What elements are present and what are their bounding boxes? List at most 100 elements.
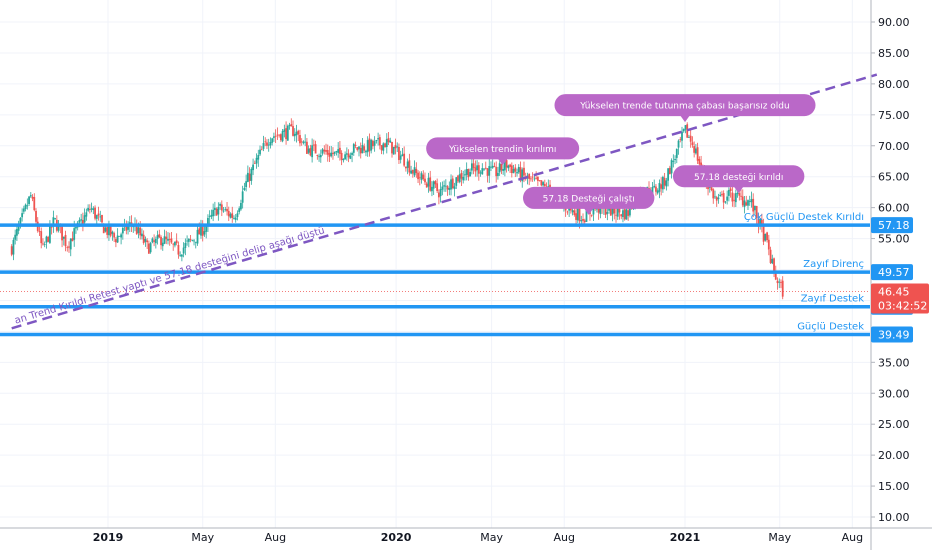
price-axis[interactable]: 90.00 85.00 80.00 75.00 70.00 65.00 60.00 55.00… xyxy=(870,0,910,550)
candle-body xyxy=(33,197,36,211)
candle-body xyxy=(682,129,685,132)
candle-body xyxy=(180,254,183,257)
candle-body xyxy=(361,145,364,154)
candle-body xyxy=(389,140,392,143)
candle-body xyxy=(257,155,260,160)
candle-body xyxy=(464,174,466,176)
candle-body xyxy=(299,135,301,144)
candle-body xyxy=(111,231,114,234)
candle-body xyxy=(398,146,400,161)
candle-body xyxy=(125,224,128,231)
candle-body xyxy=(307,148,310,153)
candle-body xyxy=(399,155,402,160)
candle-body xyxy=(382,143,385,151)
candle-body xyxy=(326,150,329,155)
candle-body xyxy=(745,202,748,206)
candle-body xyxy=(465,169,468,175)
support-level-label: Zayıf Direnç xyxy=(803,259,864,270)
candle-body xyxy=(109,226,112,236)
level-price-badge-text: 49.57 xyxy=(878,266,910,279)
candle-body xyxy=(781,280,784,297)
candle-body xyxy=(734,193,737,203)
candle-body xyxy=(665,180,668,187)
candle-body xyxy=(47,236,50,242)
candle-body xyxy=(450,179,452,190)
candle-body xyxy=(441,186,444,190)
time-axis[interactable]: 2019 May Aug 2020 May Aug 2021 May Aug xyxy=(0,527,932,544)
candle-body xyxy=(767,239,770,250)
candle-body xyxy=(227,210,230,217)
candle-body xyxy=(580,220,583,222)
candle-body xyxy=(373,141,376,146)
candle-body xyxy=(491,165,494,168)
price-tick-label: 80.00 xyxy=(878,78,910,91)
candle-body xyxy=(651,187,654,197)
candle-body xyxy=(212,209,215,217)
price-tick-label: 65.00 xyxy=(878,171,910,184)
candle-body xyxy=(460,172,463,179)
candle-body xyxy=(29,195,32,197)
candle-body xyxy=(717,197,720,200)
candle-body xyxy=(224,209,227,210)
candle-body xyxy=(45,236,48,243)
candle-body xyxy=(10,246,13,255)
candle-body xyxy=(293,133,296,137)
candle-body xyxy=(590,214,593,216)
time-label: May xyxy=(768,531,791,544)
candle-body xyxy=(356,147,359,150)
candle-body xyxy=(629,205,631,216)
candle-body xyxy=(187,238,190,242)
candle-body xyxy=(481,168,484,175)
candle-body xyxy=(411,170,414,174)
candle-body xyxy=(675,148,678,158)
candle-body xyxy=(507,165,510,169)
candle-body xyxy=(615,214,617,216)
candle-body xyxy=(622,210,624,218)
candle-body xyxy=(19,217,22,225)
candle-body xyxy=(418,177,421,179)
candle-body xyxy=(530,178,532,180)
candle-body xyxy=(714,196,716,198)
candle-body xyxy=(184,242,187,249)
candle-body xyxy=(689,135,692,142)
candle-body xyxy=(448,187,451,191)
candle-body xyxy=(444,185,447,187)
callout-bubble xyxy=(554,94,816,117)
candle-body xyxy=(106,227,109,235)
candle-body xyxy=(724,201,727,203)
candle-body xyxy=(163,236,166,244)
candle-body xyxy=(384,143,386,148)
candle-body xyxy=(686,124,689,138)
price-tick-label: 90.00 xyxy=(878,16,910,29)
candle-body xyxy=(135,225,138,235)
candle-body xyxy=(177,244,180,255)
candle-body xyxy=(375,139,378,142)
candle-body xyxy=(290,124,293,127)
candle-body xyxy=(385,139,388,148)
candle-body xyxy=(193,240,195,242)
candle-body xyxy=(479,172,482,174)
candle-body xyxy=(458,174,461,183)
candle-body xyxy=(655,186,657,192)
candle-body xyxy=(778,281,781,283)
candle-body xyxy=(205,226,208,232)
candle-body xyxy=(245,181,248,188)
candle-body xyxy=(194,241,197,243)
candle-body xyxy=(731,192,734,202)
candle-body xyxy=(295,131,298,136)
candle-body xyxy=(266,142,268,146)
candle-body xyxy=(139,227,142,236)
candle-body xyxy=(759,219,762,225)
candle-body xyxy=(439,189,442,197)
callout-bubble xyxy=(523,186,655,209)
candle-body xyxy=(71,238,74,242)
level-price-badge xyxy=(871,264,913,281)
candle-body xyxy=(743,200,746,207)
candle-body xyxy=(101,214,103,223)
candle-body xyxy=(189,238,192,240)
candle-body xyxy=(168,239,171,240)
candle-body xyxy=(26,205,29,207)
candle-body xyxy=(332,152,334,155)
candle-body xyxy=(611,204,614,215)
